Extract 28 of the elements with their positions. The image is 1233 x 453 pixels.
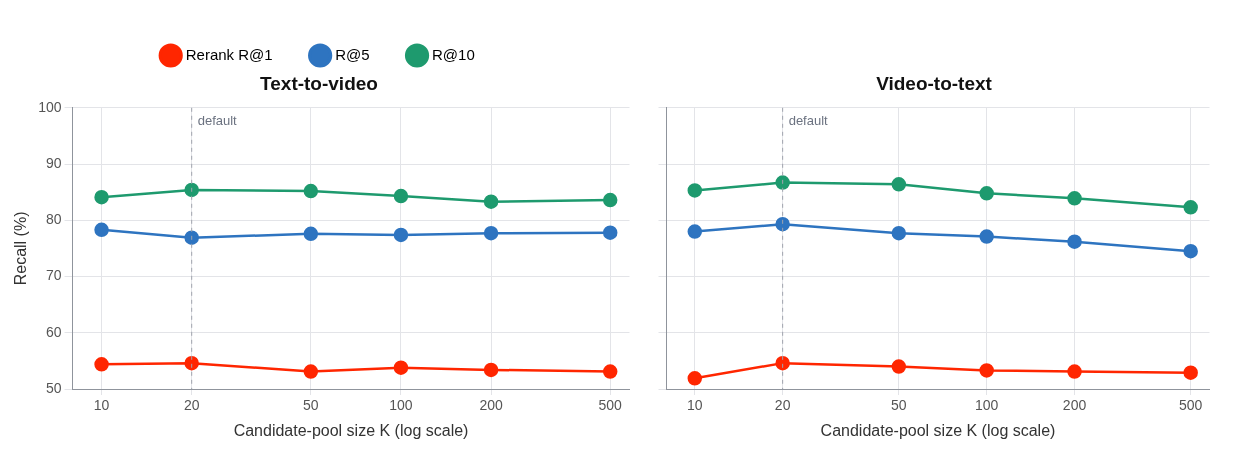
x-axis-title: Candidate-pool size K (log scale) <box>233 421 469 439</box>
y-tick-label: 90 <box>45 154 62 171</box>
x-tick-label: 200 <box>1062 397 1087 414</box>
legend-label: Rerank R@1 <box>185 45 273 63</box>
ref-line-label: default <box>197 112 238 128</box>
y-tick-label: 70 <box>45 267 62 284</box>
x-tick-label: 20 <box>774 397 791 414</box>
chart-title: Text-to-video <box>260 72 378 94</box>
y-tick-label: 80 <box>45 211 62 228</box>
x-tick-label: 10 <box>687 397 703 414</box>
x-tick-label: 50 <box>891 397 907 414</box>
chart-title: Video-to-text <box>876 72 993 94</box>
y-axis-title: Recall (%) <box>12 211 30 286</box>
x-tick-label: 100 <box>974 397 999 414</box>
x-tick-label: 200 <box>479 397 503 414</box>
legend-label: R@5 <box>335 45 370 63</box>
y-tick-label: 60 <box>45 323 62 340</box>
x-tick-label: 10 <box>93 397 110 414</box>
y-tick-label: 50 <box>45 379 62 396</box>
ref-line-label: default <box>788 112 829 128</box>
x-tick-label: 100 <box>389 397 413 414</box>
legend-label: R@10 <box>432 45 475 63</box>
y-tick-label: 100 <box>38 98 62 115</box>
x-tick-label: 500 <box>1179 397 1203 414</box>
x-tick-label: 20 <box>183 397 200 414</box>
x-tick-label: 500 <box>598 397 623 414</box>
x-axis-title: Candidate-pool size K (log scale) <box>820 421 1056 439</box>
x-tick-label: 50 <box>303 397 319 414</box>
